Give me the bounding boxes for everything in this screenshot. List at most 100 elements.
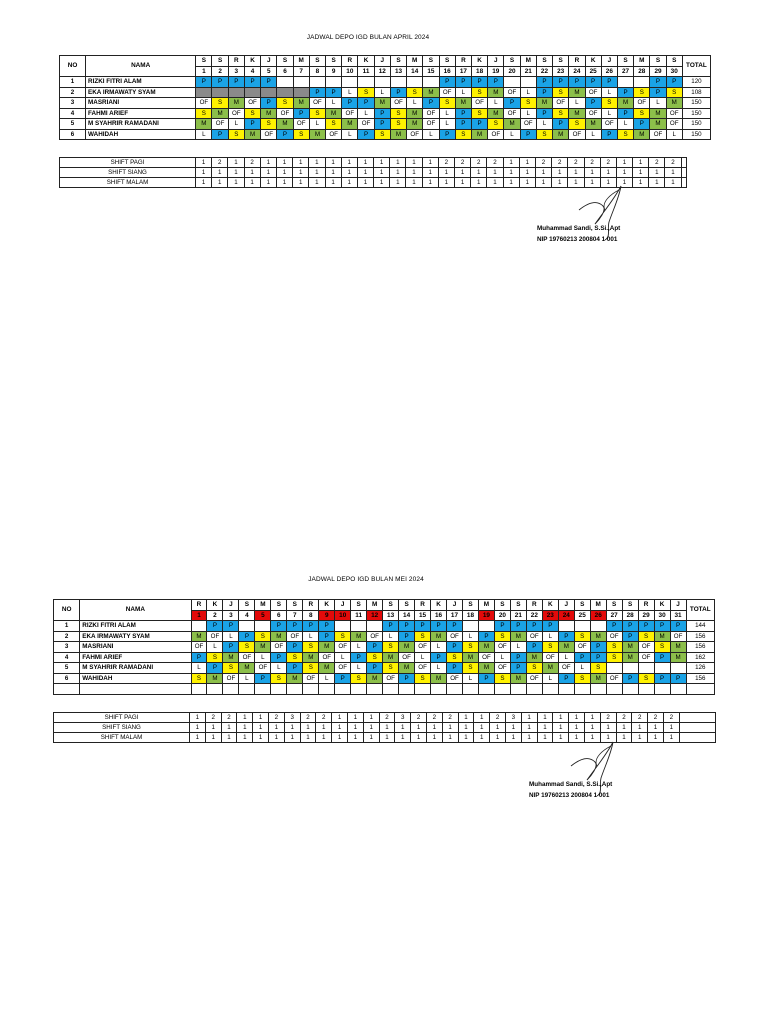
shift-cell: L — [406, 97, 424, 109]
shift-cell: OF — [446, 630, 463, 642]
shift-cell: S — [276, 97, 294, 109]
day-letter: J — [222, 599, 240, 611]
date-number: 3 — [222, 609, 240, 621]
date-number: 4 — [243, 65, 262, 77]
date-number: 31 — [669, 609, 687, 621]
day-letter: M — [477, 599, 495, 611]
date-number: 13 — [382, 609, 400, 621]
shift-cell — [669, 662, 687, 674]
shift-cell: M — [621, 651, 639, 663]
shift-cell: P — [292, 107, 310, 119]
summary-value: 1 — [470, 177, 488, 188]
shift-cell: S — [568, 118, 586, 130]
staff-row: 4 FAHMI ARIEF S M OF S M OF P S M OF L P S M OF L P S M OF L P S… — [58, 107, 712, 119]
shift-cell: S — [302, 641, 320, 653]
shift-cell: S — [206, 651, 224, 663]
shift-cell — [477, 620, 495, 632]
shift-cell — [605, 662, 623, 674]
shift-cell: P — [557, 630, 575, 642]
shift-cell: OF — [422, 107, 440, 119]
shift-cell: P — [589, 651, 607, 663]
blank-cell — [557, 683, 575, 695]
shift-cell: M — [477, 641, 495, 653]
summary-value: 1 — [259, 177, 277, 188]
staff-no: 3 — [52, 641, 81, 653]
day-letter: J — [446, 599, 463, 611]
day-letter: S — [422, 55, 440, 67]
date-number: 2 — [206, 609, 224, 621]
summary-value: 1 — [220, 732, 238, 743]
staff-name: WAHIDAH — [79, 672, 192, 684]
shift-cell: L — [206, 641, 224, 653]
date-holiday: 12 — [366, 609, 384, 621]
summary-value: 1 — [473, 722, 491, 733]
shift-cell: OF — [254, 662, 272, 674]
staff-name: FAHMI ARIEF — [85, 107, 197, 119]
shift-cell: P — [653, 651, 671, 663]
summary-value: 2 — [204, 712, 222, 723]
blank-cell — [398, 683, 416, 695]
staff-no: 4 — [58, 107, 87, 119]
summary-value: 1 — [405, 177, 423, 188]
shift-cell: OF — [325, 128, 343, 140]
shift-cell: L — [382, 630, 400, 642]
shift-cell: P — [350, 651, 368, 663]
shift-cell: OF — [665, 118, 683, 130]
blank-cell — [573, 683, 591, 695]
shift-cell: L — [195, 128, 213, 140]
staff-no: 3 — [58, 97, 87, 109]
summary-value: 1 — [267, 732, 285, 743]
staff-no: 2 — [58, 86, 87, 98]
shift-cell: P — [616, 107, 635, 119]
summary-value: 1 — [299, 732, 317, 743]
staff-name: WAHIDAH — [85, 128, 197, 140]
shift-cell: OF — [493, 662, 511, 674]
shift-cell: M — [503, 118, 521, 130]
summary-value: 1 — [632, 157, 650, 168]
day-letter: J — [487, 55, 505, 67]
shift-cell: OF — [503, 107, 521, 119]
signature-name: Muhammad Sandi, S.Si.,Apt — [529, 781, 613, 788]
date-number: 6 — [270, 609, 288, 621]
shift-cell: M — [190, 630, 208, 642]
shift-cell: M — [398, 641, 416, 653]
summary-value: 1 — [504, 722, 522, 733]
summary-value: 2 — [315, 712, 333, 723]
shift-cell: S — [260, 118, 278, 130]
shift-cell: M — [195, 118, 213, 130]
summary-value: 1 — [473, 732, 491, 743]
summary-value: 1 — [441, 732, 459, 743]
shift-cell: M — [286, 672, 304, 684]
summary-value: 1 — [457, 712, 475, 723]
shift-cell: P — [525, 620, 543, 632]
summary-value: 1 — [308, 157, 326, 168]
shift-cell: P — [430, 620, 447, 632]
shift-cell: M — [568, 86, 586, 98]
summary-value: 2 — [441, 712, 459, 723]
summary-value: 1 — [457, 722, 475, 733]
day-letter: K — [653, 599, 671, 611]
summary-value: 2 — [425, 712, 443, 723]
shift-cell: P — [470, 76, 489, 88]
shift-cell: M — [373, 97, 391, 109]
shift-cell: S — [292, 128, 310, 140]
shift-cell: P — [653, 620, 671, 632]
summary-value: 1 — [502, 177, 520, 188]
summary-value: 1 — [373, 167, 391, 178]
shift-cell: P — [621, 630, 639, 642]
summary-value: 1 — [632, 167, 650, 178]
date-holiday: 24 — [557, 609, 575, 621]
shift-cell — [519, 76, 537, 88]
shift-cell: M — [454, 97, 472, 109]
shift-cell: OF — [238, 651, 256, 663]
shift-cell: M — [254, 641, 272, 653]
shift-cell: P — [649, 76, 667, 88]
shift-cell: P — [286, 641, 304, 653]
shift-cell: P — [665, 76, 683, 88]
shift-cell: P — [286, 620, 304, 632]
shift-cell: L — [318, 672, 336, 684]
date-row: 1 2 3 4 5 6 7 8 9 10 11 12 13 14 15 16 17 18 19 20 21 22 23 24 2… — [54, 609, 715, 621]
date-number: 16 — [430, 609, 447, 621]
summary-value: 1 — [389, 167, 407, 178]
